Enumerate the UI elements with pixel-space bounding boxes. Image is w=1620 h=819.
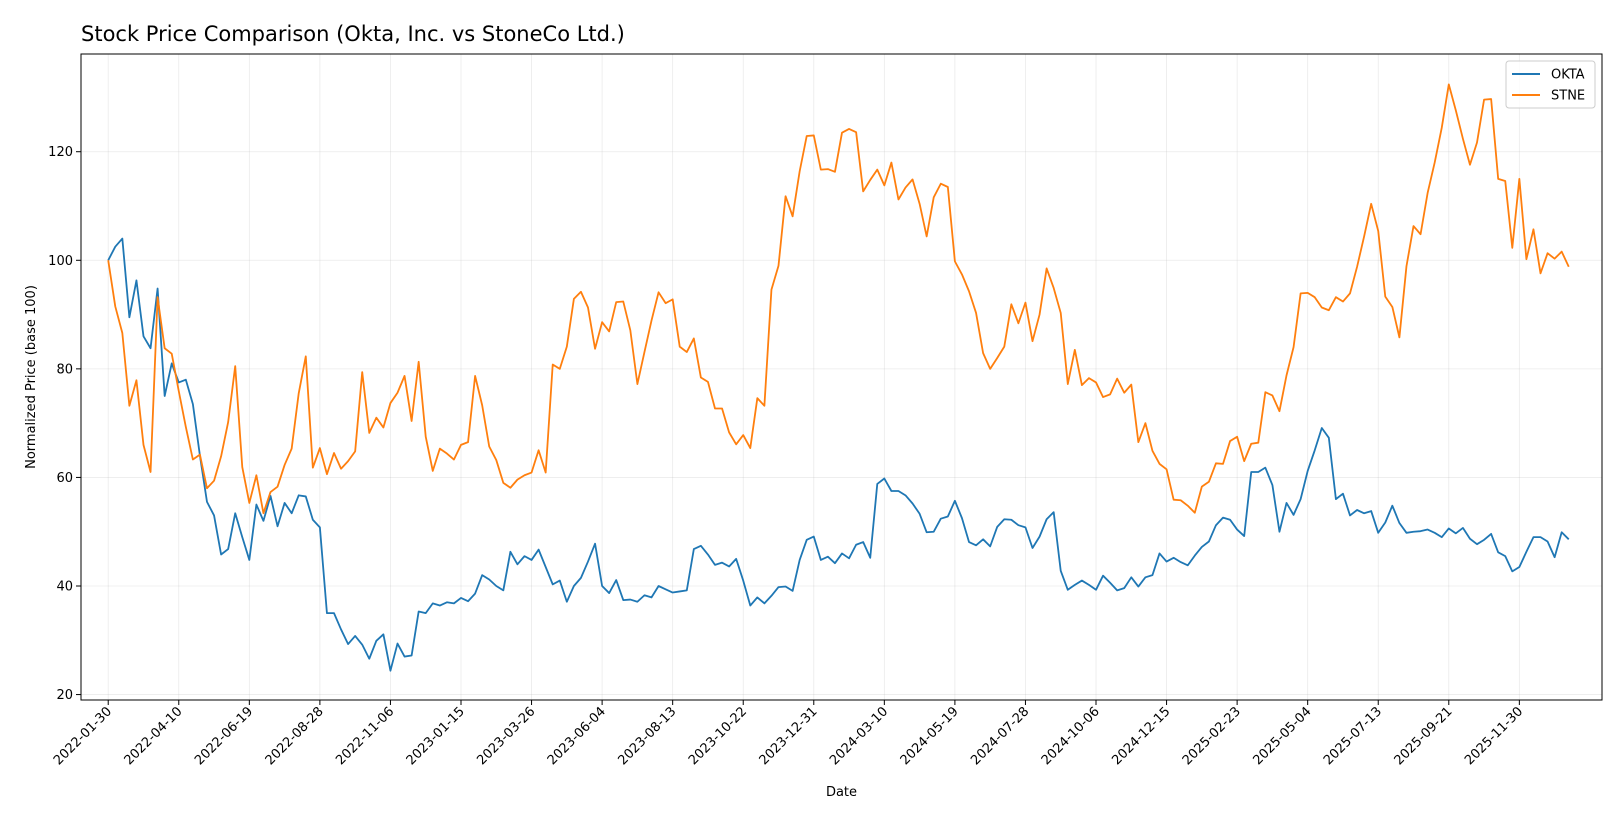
y-tick-label: 20 (56, 688, 73, 703)
plot-area: 2022-01-30 2022-04-10 2022-06-19 2022-08-28… (48, 53, 1603, 768)
series-line-stne (107, 83, 1570, 515)
y-tick-label: 60 (56, 471, 73, 486)
y-axis-label: Normalized Price (base 100) (24, 285, 39, 469)
legend-label-stne: STNE (1551, 89, 1585, 104)
y-tick-label: 80 (56, 362, 73, 377)
series-line-okta (107, 237, 1570, 672)
y-tick-label: 40 (56, 580, 73, 595)
plot-background (81, 54, 1602, 700)
legend: OKTA STNE (1505, 60, 1596, 109)
series-lines (107, 83, 1570, 672)
y-axis-ticks: 20 40 60 80 100 120 (48, 145, 81, 703)
grid-lines (81, 54, 1602, 700)
chart-title: Stock Price Comparison (Okta, Inc. vs St… (81, 22, 625, 46)
y-tick-label: 120 (48, 145, 73, 160)
plot-frame (80, 53, 1603, 701)
x-axis-label: Date (826, 785, 857, 800)
legend-box (1505, 60, 1596, 109)
legend-label-okta: OKTA (1551, 68, 1585, 83)
y-tick-label: 100 (48, 254, 73, 269)
